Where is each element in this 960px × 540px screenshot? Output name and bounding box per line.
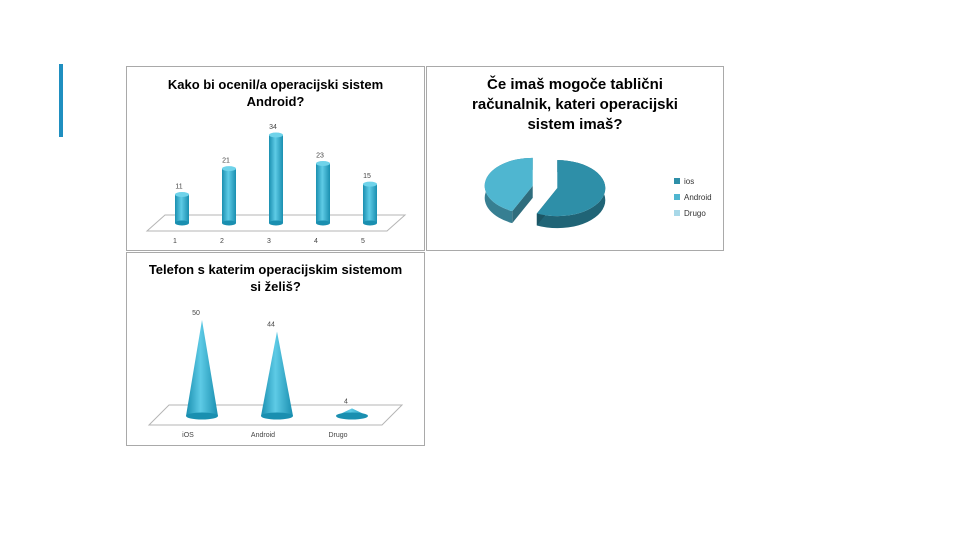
tick-label: 3 bbox=[267, 238, 271, 245]
bar-base bbox=[363, 220, 377, 226]
tick-label: iOS bbox=[182, 432, 194, 439]
legend-swatch bbox=[674, 210, 680, 216]
bar-top bbox=[363, 181, 377, 187]
bar-base bbox=[222, 220, 236, 226]
android-rating-chart: Kako bi ocenil/a operacijski sistem Andr… bbox=[126, 66, 425, 251]
desired-phone-os-chart: Telefon s katerim operacijskim sistemom … bbox=[126, 252, 425, 446]
tick-label: Android bbox=[251, 432, 275, 439]
legend-item-ios: ios bbox=[674, 173, 712, 189]
pie-legend: ios Android Drugo bbox=[674, 173, 712, 221]
legend-swatch bbox=[674, 178, 680, 184]
pie-slice-Android bbox=[484, 157, 533, 212]
legend-item-android: Android bbox=[674, 189, 712, 205]
pie-slice-ios bbox=[536, 160, 606, 217]
bar-5 bbox=[363, 184, 377, 223]
tick-label: 4 bbox=[314, 238, 318, 245]
bar-top bbox=[222, 166, 236, 172]
data-label: 15 bbox=[363, 173, 371, 180]
data-label: 50 bbox=[192, 310, 200, 317]
tick-label: 5 bbox=[361, 238, 365, 245]
legend-label: Android bbox=[684, 192, 712, 202]
tick-label: 1 bbox=[173, 238, 177, 245]
cone-iOS bbox=[186, 320, 218, 416]
bar-top bbox=[269, 132, 283, 138]
bar-top bbox=[316, 160, 330, 166]
data-label: 21 bbox=[222, 158, 230, 165]
cone-base bbox=[336, 412, 368, 420]
bar-4 bbox=[316, 163, 330, 223]
bar-top bbox=[175, 192, 189, 198]
data-label: 34 bbox=[269, 124, 277, 131]
bar-1 bbox=[175, 194, 189, 223]
cone-base bbox=[261, 412, 293, 420]
data-label: 23 bbox=[316, 152, 324, 159]
legend-label: ios bbox=[684, 176, 695, 186]
chart-title: Če imaš mogoče tablični računalnik, kate… bbox=[472, 76, 678, 133]
bar-base bbox=[269, 220, 283, 226]
bar-3 bbox=[269, 135, 283, 223]
desired-phone-os-plot: 50 iOS 44 Android 4 Drugo bbox=[147, 310, 404, 439]
pie-slice-cut bbox=[512, 185, 533, 224]
tablet-os-pie bbox=[484, 157, 606, 229]
cone-base bbox=[186, 412, 218, 420]
bar-base bbox=[316, 220, 330, 226]
bar-2 bbox=[222, 168, 236, 223]
data-label: 11 bbox=[175, 184, 182, 191]
cone-Android bbox=[261, 331, 293, 416]
slide-accent-bar bbox=[59, 64, 63, 137]
tick-label: Drugo bbox=[328, 432, 347, 439]
chart-title: Telefon s katerim operacijskim sistemom … bbox=[148, 262, 403, 294]
chart-title: Kako bi ocenil/a operacijski sistem Andr… bbox=[167, 77, 384, 109]
tablet-os-chart: Če imaš mogoče tablični računalnik, kate… bbox=[426, 66, 724, 251]
tick-label: 2 bbox=[220, 238, 224, 245]
data-label: 4 bbox=[344, 398, 348, 405]
bar-base bbox=[175, 220, 189, 226]
legend-label: Drugo bbox=[684, 208, 706, 218]
legend-swatch bbox=[674, 194, 680, 200]
legend-item-drugo: Drugo bbox=[674, 205, 712, 221]
data-label: 44 bbox=[267, 322, 275, 329]
